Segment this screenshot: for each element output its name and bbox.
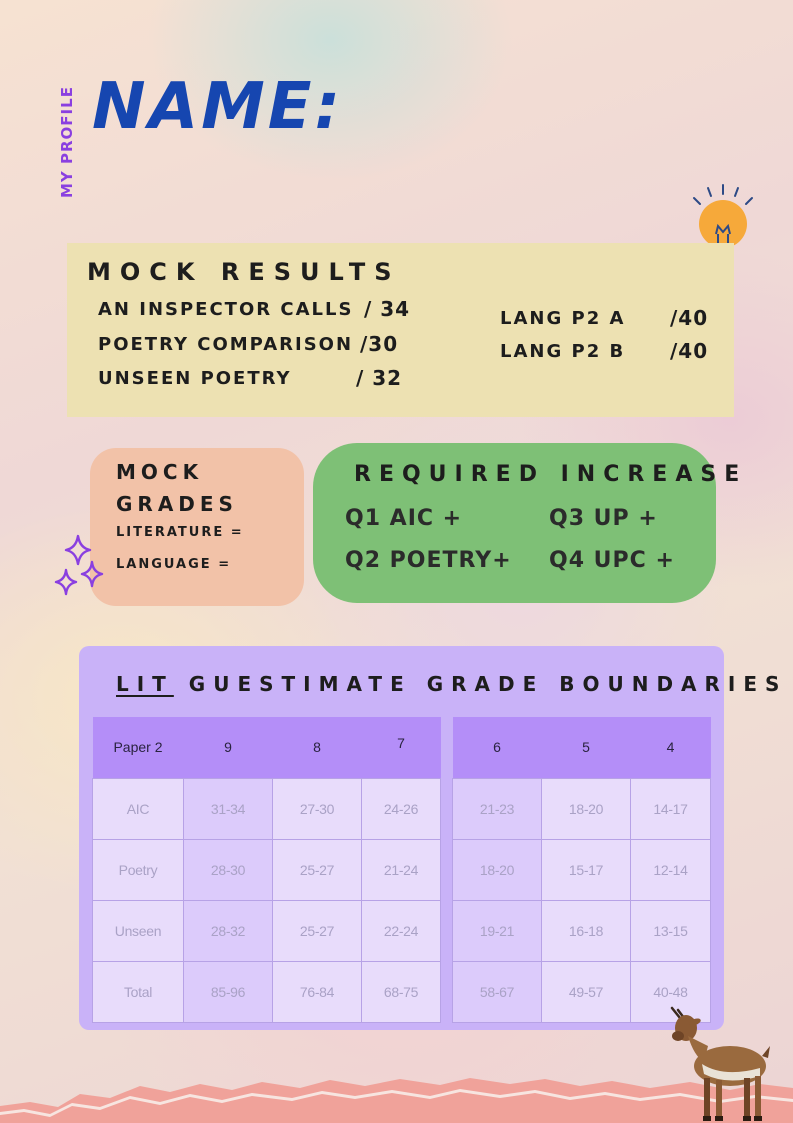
grade-boundaries-title: LIT GUESTIMATE GRADE BOUNDARIES (116, 672, 787, 696)
table-cell: 68-75 (361, 960, 441, 1023)
result-score-aic: / 34 (364, 297, 411, 321)
required-increase-panel (313, 443, 716, 603)
result-label-aic: AN INSPECTOR CALLS (98, 299, 354, 320)
table-cell: 21-23 (452, 777, 542, 840)
language-grade-label: LANGUAGE = (116, 557, 232, 572)
table-cell: 18-20 (541, 777, 631, 840)
header-grade-5: 5 (541, 717, 631, 778)
table-cell: 76-84 (272, 960, 362, 1023)
table-cell: 12-14 (630, 838, 711, 901)
table-cell: 25-27 (272, 838, 362, 901)
table-row: Poetry 28-30 25-27 21-24 (92, 838, 441, 901)
table-header-row: Paper 2 9 8 7 (92, 717, 441, 778)
goat-illustration (670, 1006, 770, 1121)
result-label-poetry: POETRY COMPARISON (98, 334, 354, 355)
table-cell: 40-48 (630, 960, 711, 1023)
header-grade-6: 6 (452, 717, 542, 778)
name-heading: NAME: (92, 70, 344, 144)
result-score-poetry: /30 (360, 332, 399, 356)
required-increase-title: REQUIRED INCREASE (354, 462, 748, 487)
table-cell: 22-24 (361, 899, 441, 962)
table-cell: 18-20 (452, 838, 542, 901)
table-cell: 16-18 (541, 899, 631, 962)
row-label: Poetry (92, 838, 184, 901)
sparkles-icon (54, 534, 104, 596)
boundaries-table-right: 6 5 4 21-23 18-20 14-17 18-20 15-17 12-1… (452, 717, 711, 1023)
header-paper: Paper 2 (92, 717, 184, 778)
table-cell: 13-15 (630, 899, 711, 962)
result-score-unseen: / 32 (356, 366, 403, 390)
boundaries-title-rest: GUESTIMATE GRADE BOUNDARIES (188, 672, 788, 696)
header-grade-9: 9 (183, 717, 273, 778)
table-cell: 49-57 (541, 960, 631, 1023)
result-label-unseen: UNSEEN POETRY (98, 368, 292, 389)
table-cell: 15-17 (541, 838, 631, 901)
header-grade-7: 7 (361, 717, 441, 778)
table-row: Unseen 28-32 25-27 22-24 (92, 899, 441, 962)
header-grade-8: 8 (272, 717, 362, 778)
result-score-lang-b: /40 (670, 339, 709, 363)
header-grade-4: 4 (630, 717, 711, 778)
q2-poetry-label: Q2 POETRY+ (345, 548, 512, 573)
result-label-lang-b: LANG P2 B (500, 341, 626, 362)
result-score-lang-a: /40 (670, 306, 709, 330)
profile-label: MY PROFILE (58, 86, 76, 198)
result-label-lang-a: LANG P2 A (500, 308, 626, 329)
table-cell: 21-24 (361, 838, 441, 901)
table-cell: 27-30 (272, 777, 362, 840)
row-label: AIC (92, 777, 184, 840)
q4-upc-label: Q4 UPC + (549, 548, 675, 573)
row-label: Unseen (92, 899, 184, 962)
literature-grade-label: LITERATURE = (116, 525, 244, 540)
table-cell: 24-26 (361, 777, 441, 840)
mock-results-title: MOCK RESULTS (87, 258, 401, 286)
mock-results-panel (67, 243, 734, 417)
q3-up-label: Q3 UP + (549, 506, 658, 531)
table-cell: 14-17 (630, 777, 711, 840)
table-row: Total 85-96 76-84 68-75 (92, 960, 441, 1023)
table-header-row: 6 5 4 (452, 717, 711, 778)
table-row: 19-21 16-18 13-15 (452, 899, 711, 962)
table-cell: 19-21 (452, 899, 542, 962)
torn-paper-decoration (0, 1078, 793, 1123)
table-cell: 58-67 (452, 960, 542, 1023)
row-label: Total (92, 960, 184, 1023)
table-cell: 25-27 (272, 899, 362, 962)
boundaries-table-left: Paper 2 9 8 7 AIC 31-34 27-30 24-26 Poet… (92, 717, 441, 1023)
lit-title-prefix: LIT (116, 672, 174, 696)
q1-aic-label: Q1 AIC + (345, 506, 463, 531)
mock-grades-panel (90, 448, 304, 606)
table-cell: 28-30 (183, 838, 273, 901)
table-cell: 85-96 (183, 960, 273, 1023)
table-row: 58-67 49-57 40-48 (452, 960, 711, 1023)
mock-grades-title: MOCK GRADES (116, 460, 238, 516)
table-row: 18-20 15-17 12-14 (452, 838, 711, 901)
table-cell: 31-34 (183, 777, 273, 840)
table-row: 21-23 18-20 14-17 (452, 777, 711, 840)
table-row: AIC 31-34 27-30 24-26 (92, 777, 441, 840)
table-cell: 28-32 (183, 899, 273, 962)
